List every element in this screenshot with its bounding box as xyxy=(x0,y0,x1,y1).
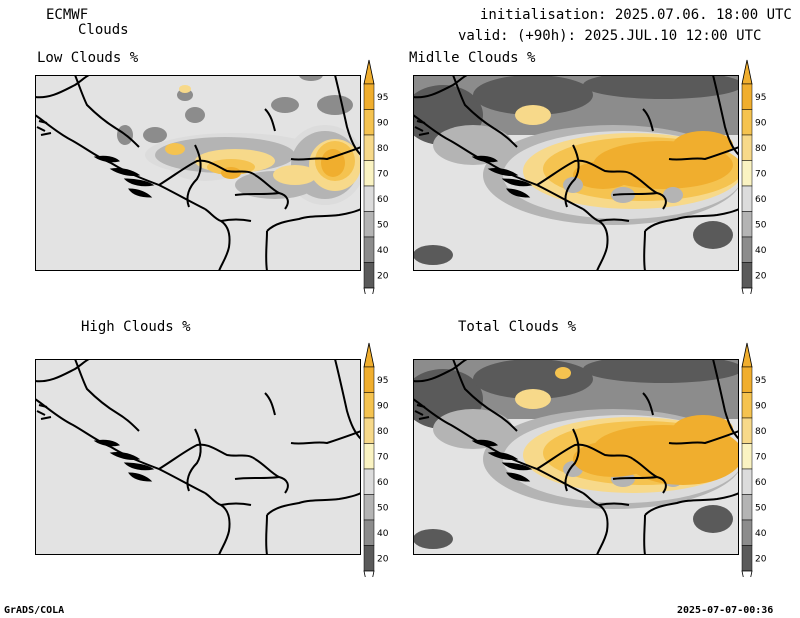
colorbar-tick: 90 xyxy=(755,118,767,128)
colorbar-middle: 95 90 80 70 60 50 40 20 xyxy=(740,58,780,313)
valid-time: valid: (+90h): 2025.JUL.10 12:00 UTC xyxy=(458,28,762,44)
product-label: Clouds xyxy=(78,22,129,38)
map-panel-middle xyxy=(413,75,739,271)
colorbar-tick: 40 xyxy=(377,529,389,539)
init-time: initialisation: 2025.07.06. 18:00 UTC xyxy=(480,7,792,23)
colorbar-tick: 95 xyxy=(377,93,388,103)
colorbar-tick: 40 xyxy=(755,246,767,256)
map-panel-low xyxy=(35,75,361,271)
colorbar-tick: 90 xyxy=(755,401,767,411)
colorbar-tick: 40 xyxy=(377,246,389,256)
colorbar-tick: 20 xyxy=(755,554,767,564)
colorbar-total: 95 90 80 70 60 50 40 20 xyxy=(740,341,780,596)
colorbar-low: 95 90 80 70 60 50 40 20 xyxy=(362,58,402,313)
colorbar-tick: 60 xyxy=(377,478,389,488)
panel-title-low: Low Clouds % xyxy=(37,50,139,66)
colorbar-tick: 40 xyxy=(755,529,767,539)
panel-title-middle: Midlle Clouds % xyxy=(409,50,536,66)
colorbar-tick: 60 xyxy=(755,478,767,488)
colorbar-tick: 90 xyxy=(377,118,389,128)
colorbar-high: 95 90 80 70 60 50 40 20 xyxy=(362,341,402,596)
map-panel-total xyxy=(413,359,739,555)
colorbar-tick: 20 xyxy=(377,271,389,281)
colorbar-tick: 70 xyxy=(377,169,389,179)
colorbar-tick: 60 xyxy=(377,195,389,205)
colorbar-tick: 60 xyxy=(755,195,767,205)
colorbar-tick: 70 xyxy=(755,452,767,462)
colorbar-tick: 50 xyxy=(755,503,767,513)
colorbar-tick: 80 xyxy=(377,427,389,437)
colorbar-tick: 80 xyxy=(755,427,767,437)
colorbar-tick: 20 xyxy=(755,271,767,281)
panel-title-high: High Clouds % xyxy=(81,319,191,335)
footer-timestamp: 2025-07-07-00:36 xyxy=(677,605,774,616)
colorbar-tick: 70 xyxy=(755,169,767,179)
colorbar-tick: 80 xyxy=(377,144,389,154)
colorbar-tick: 50 xyxy=(377,220,389,230)
colorbar-tick: 95 xyxy=(755,376,766,386)
colorbar-tick: 20 xyxy=(377,554,389,564)
footer-software: GrADS/COLA xyxy=(4,605,65,616)
colorbar-tick: 70 xyxy=(377,452,389,462)
model-label: ECMWF xyxy=(46,7,89,23)
colorbar-tick: 50 xyxy=(377,503,389,513)
panel-title-total: Total Clouds % xyxy=(458,319,577,335)
colorbar-tick: 80 xyxy=(755,144,767,154)
colorbar-tick: 95 xyxy=(377,376,388,386)
colorbar-tick: 90 xyxy=(377,401,389,411)
colorbar-tick: 50 xyxy=(755,220,767,230)
colorbar-tick: 95 xyxy=(755,93,766,103)
map-panel-high xyxy=(35,359,361,555)
